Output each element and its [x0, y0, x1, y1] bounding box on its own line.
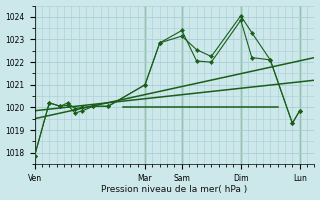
- X-axis label: Pression niveau de la mer( hPa ): Pression niveau de la mer( hPa ): [101, 185, 248, 194]
